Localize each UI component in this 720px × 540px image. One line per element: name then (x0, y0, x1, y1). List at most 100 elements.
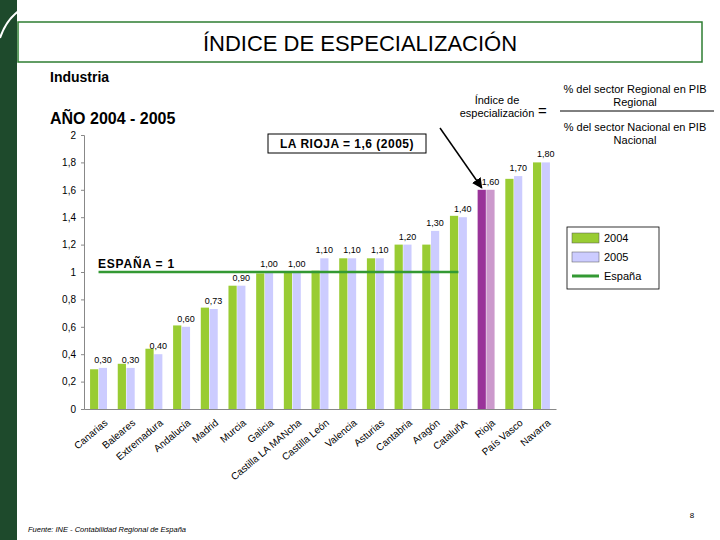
subtitle: Industria (50, 69, 109, 85)
title-box (18, 22, 702, 62)
y-tick-label: 1,8 (62, 157, 76, 168)
y-tick-mark (81, 382, 84, 383)
text-line: % del sector Nacional en PIB (564, 121, 706, 133)
data-label: 1,40 (454, 204, 472, 214)
y-tick-mark (81, 135, 84, 136)
page-number: 8 (690, 511, 695, 520)
bar (505, 179, 513, 409)
bar (403, 245, 411, 409)
bar (431, 231, 439, 409)
y-tick: 1,4 (62, 212, 84, 223)
bar (118, 364, 126, 409)
data-label: 1,10 (371, 245, 389, 255)
y-tick-label: 0,4 (62, 349, 76, 360)
bar (450, 216, 458, 409)
slide: ÍNDICE DE ESPECIALIZACIÓN Industria AÑO 20… (0, 0, 720, 540)
x-tick: Castilla León (280, 409, 331, 463)
y-tick: 0 (70, 404, 84, 415)
formula-denominator: % del sector Nacional en PIBNacional (564, 121, 706, 146)
y-tick: 1,2 (62, 239, 84, 250)
data-label: 0,40 (150, 341, 168, 351)
legend-item: España (572, 270, 642, 282)
formula-label: Índice deespecialización (460, 94, 535, 119)
legend-box (567, 227, 659, 289)
y-axis: 00,20,40,60,811,21,41,61,82 (62, 130, 84, 415)
data-label: 0,30 (122, 355, 140, 365)
x-tick: Madrid (190, 409, 220, 445)
legend-label: 2005 (604, 251, 628, 263)
y-tick: 0,4 (62, 349, 84, 360)
data-label: 0,60 (177, 314, 195, 324)
reference-line (99, 271, 459, 274)
x-axis-line (85, 409, 557, 410)
data-label: 1,70 (509, 163, 527, 173)
y-tick-mark (81, 299, 84, 300)
bar (265, 272, 273, 409)
data-label: 1,80 (537, 149, 555, 159)
y-tick-label: 0,8 (62, 294, 76, 305)
bar (514, 176, 522, 409)
y-tick: 0,2 (62, 376, 84, 387)
bar (284, 272, 292, 409)
y-tick-label: 2 (70, 130, 76, 141)
legend-label: España (604, 270, 642, 282)
formula-equals: = (538, 102, 547, 119)
y-tick-mark (81, 327, 84, 328)
y-tick: 2 (70, 130, 84, 141)
bar (459, 217, 467, 409)
x-tick-label: Murcia (218, 417, 248, 445)
y-tick-mark (81, 245, 84, 246)
bar (533, 162, 541, 409)
y-tick: 1,8 (62, 157, 84, 168)
data-label: 1,00 (260, 259, 278, 269)
x-tick: País Vasco (480, 409, 526, 457)
bar (320, 258, 328, 409)
period-label: AÑO 2004 - 2005 (50, 108, 176, 127)
y-tick-label: 1,6 (62, 185, 76, 196)
legend: 20042005España (567, 227, 659, 289)
bar (367, 258, 375, 409)
bar (201, 308, 209, 409)
y-axis-line (81, 136, 85, 410)
legend-swatch (572, 275, 599, 278)
text-line: Nacional (614, 134, 657, 146)
x-tick-label: Andalucía (152, 417, 193, 454)
x-tick: CataluñA (431, 409, 470, 452)
y-tick-label: 0 (70, 404, 76, 415)
text-line: especialización (460, 107, 535, 119)
y-tick-label: 0,2 (62, 376, 76, 387)
data-label: 1,00 (288, 259, 306, 269)
callout-text: LA RIOJA = 1,6 (2005) (280, 137, 414, 151)
y-tick: 0,8 (62, 294, 84, 305)
bar-series (90, 162, 541, 409)
title: ÍNDICE DE ESPECIALIZACIÓN (203, 31, 517, 56)
fraction-bar (560, 111, 714, 112)
data-label: 0,90 (233, 273, 251, 283)
data-label: 1,60 (482, 177, 500, 187)
bar (312, 271, 320, 409)
x-tick-label: Madrid (190, 417, 220, 445)
y-tick: 1,6 (62, 185, 84, 196)
y-tick-mark (81, 272, 84, 273)
data-label: 1,20 (399, 232, 417, 242)
x-tick: Rioja (473, 409, 498, 440)
legend-item: 2005 (572, 251, 628, 263)
bar (376, 258, 384, 409)
bar (145, 349, 153, 409)
y-tick-mark (81, 409, 84, 410)
x-tick-label: Valencia (323, 417, 359, 450)
source-note: Fuente: INE - Contabilidad Regional de E… (28, 525, 186, 534)
bar (256, 273, 264, 409)
bar (210, 309, 218, 409)
callout-arrow (440, 128, 482, 188)
y-tick-mark (81, 354, 84, 355)
data-label: 1,10 (343, 245, 361, 255)
bar-series (99, 162, 550, 409)
bar (182, 327, 190, 409)
bar (348, 258, 356, 409)
y-tick-label: 1,2 (62, 239, 76, 250)
y-tick-label: 0,6 (62, 322, 76, 333)
x-tick: Andalucía (152, 409, 193, 454)
y-tick-mark (81, 190, 84, 191)
callout-box (268, 134, 426, 153)
